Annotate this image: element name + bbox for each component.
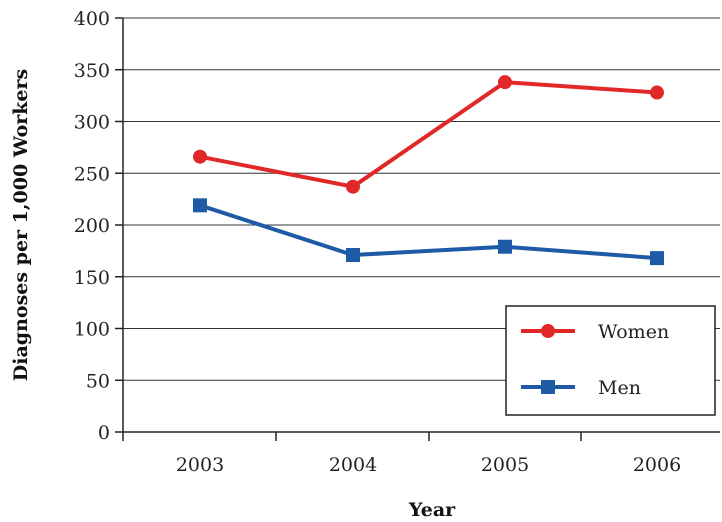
point-women-2003 [193,149,207,164]
series-men [193,198,664,266]
legend-item-women: Women [521,321,669,343]
x-axis-title: Year [408,499,456,521]
legend-men-marker [541,380,555,394]
point-men-2005 [498,239,512,254]
x-tick-label-2005: 2005 [481,454,529,476]
y-axis-title: Diagnoses per 1,000 Workers [10,69,32,381]
legend-box [505,305,716,416]
y-tick-label-350: 350 [74,60,110,82]
legend-women-marker [541,324,555,338]
y-tick-label-200: 200 [74,215,110,237]
y-tick-label-100: 100 [74,319,110,341]
series-women [193,75,664,194]
y-ticks: 0 50 100 150 200 250 300 350 400 [74,8,123,444]
legend-item-men: Men [521,377,641,399]
x-tick-label-2003: 2003 [176,454,224,476]
x-ticks: 2003 2004 2005 2006 [122,432,681,476]
point-women-2005 [498,75,512,90]
point-women-2006 [650,85,664,100]
gridlines [123,17,720,381]
y-tick-label-150: 150 [74,267,110,289]
x-tick-label-2006: 2006 [633,454,681,476]
point-women-2004 [346,179,360,194]
legend: Women Men [505,305,716,416]
x-tick-label-2004: 2004 [329,454,377,476]
point-men-2006 [650,251,664,266]
series [193,75,664,266]
y-tick-label-50: 50 [86,370,110,392]
legend-men-label: Men [598,377,641,399]
legend-women-label: Women [598,321,669,343]
point-men-2004 [346,248,360,263]
series-line-women [199,80,658,189]
y-tick-label-300: 300 [74,112,110,134]
y-tick-label-400: 400 [74,8,110,30]
y-tick-label-250: 250 [74,163,110,185]
y-tick-label-0: 0 [98,422,110,444]
point-men-2003 [193,198,207,213]
series-line-men [199,203,658,261]
